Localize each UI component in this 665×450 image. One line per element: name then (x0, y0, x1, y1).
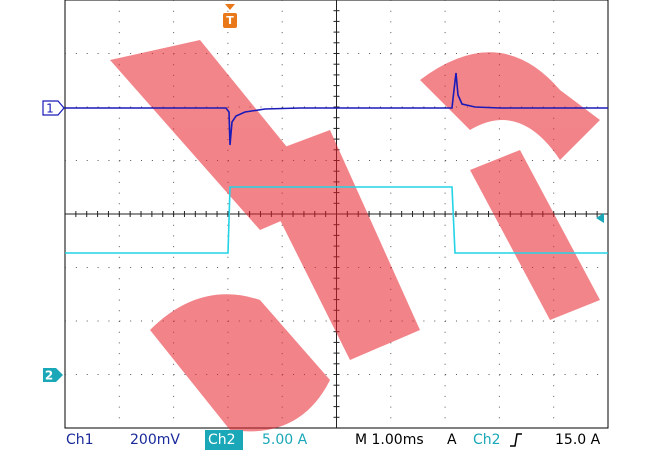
trigger-level-arrow (596, 213, 604, 223)
trigger-level: 15.0 A (555, 432, 601, 448)
ch1-marker (42, 100, 65, 116)
trigger-source: Ch2 (473, 432, 501, 448)
trigger-marker (223, 13, 237, 28)
ch2-label: Ch2 (208, 432, 236, 448)
trigger-position-arrow (225, 4, 235, 10)
ch1-trace (65, 72, 608, 146)
ch2-marker (43, 368, 63, 382)
ch1-marker-label: 1 (46, 102, 54, 116)
trigger-mode: A (447, 432, 457, 448)
ch2-trace (65, 186, 608, 254)
trigger-slope-icon (510, 433, 522, 447)
trigger-marker-label: T (226, 14, 234, 27)
ch1-scale: 200mV (130, 432, 180, 448)
ch2-marker-label: 2 (45, 369, 53, 383)
timebase: M 1.00ms (355, 432, 424, 448)
ch2-scale: 5.00 A (262, 432, 308, 448)
ch1-label: Ch1 (66, 432, 94, 448)
ch2-label-box (205, 430, 243, 450)
